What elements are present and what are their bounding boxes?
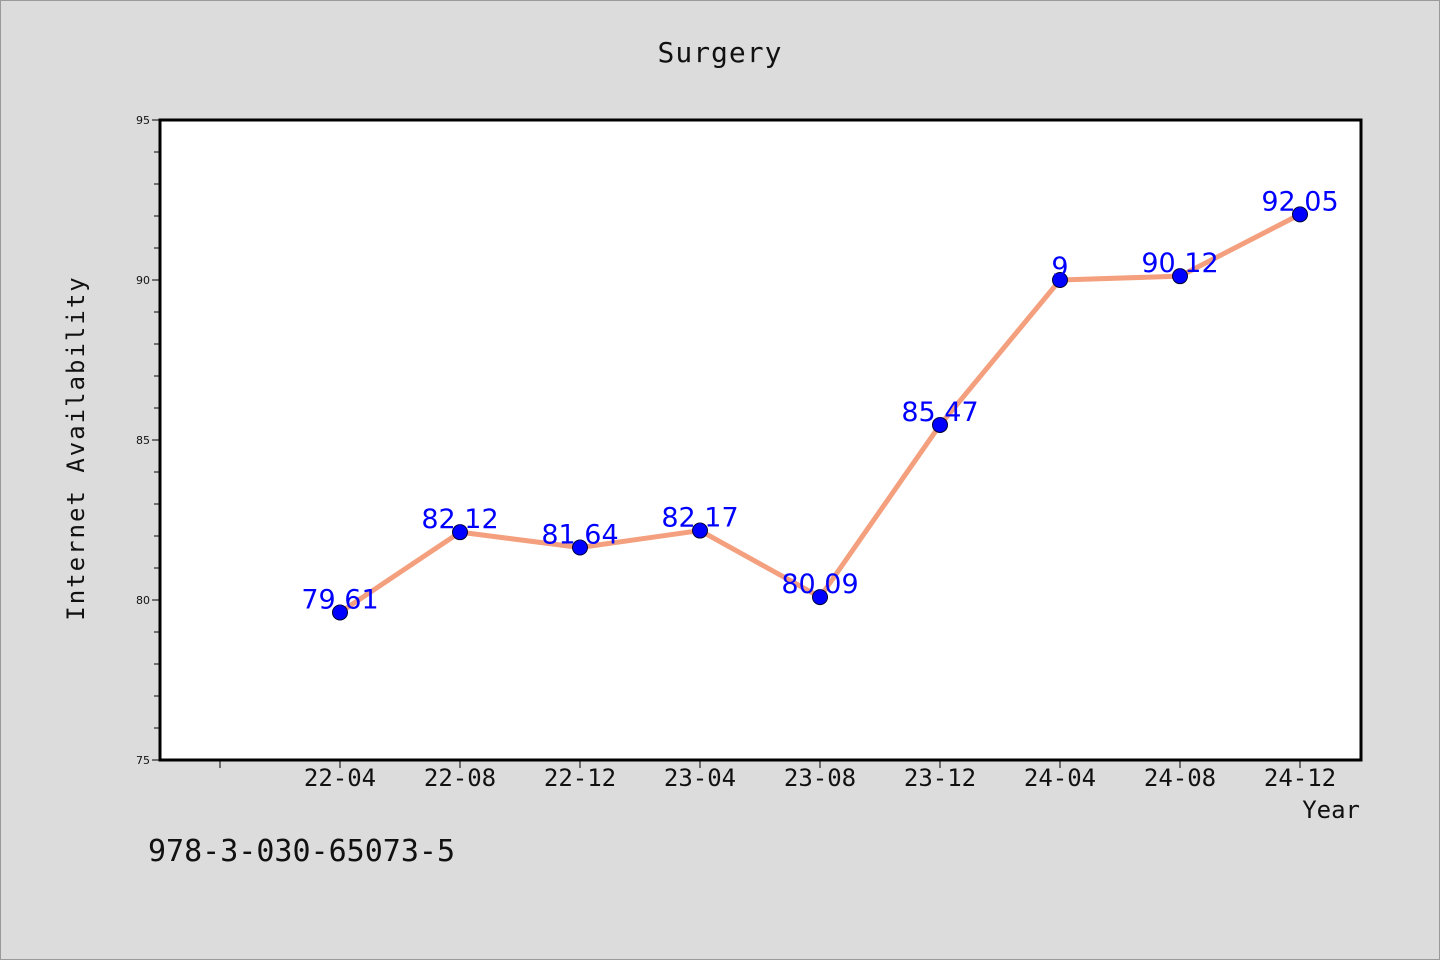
x-tick-label: 22-04 bbox=[304, 764, 376, 792]
x-tick-label: 23-08 bbox=[784, 764, 856, 792]
chart-title: Surgery bbox=[657, 36, 783, 69]
data-point bbox=[932, 416, 948, 433]
x-tick-label: 24-12 bbox=[1264, 764, 1336, 792]
data-label: 81.64 bbox=[541, 520, 618, 551]
data-label: 79.61 bbox=[301, 584, 378, 615]
data-point bbox=[1292, 206, 1308, 223]
x-tick-label: 24-08 bbox=[1144, 764, 1216, 792]
data-point bbox=[692, 522, 708, 539]
y-tick-label: 75 bbox=[136, 754, 150, 767]
x-axis-label: Year bbox=[1302, 796, 1360, 824]
x-tick-label: 23-12 bbox=[904, 764, 976, 792]
data-label: 80.09 bbox=[781, 569, 858, 600]
data-label: 85.47 bbox=[901, 397, 978, 428]
x-tick-label: 22-12 bbox=[544, 764, 616, 792]
y-tick-label: 85 bbox=[136, 434, 150, 447]
y-tick-label: 95 bbox=[136, 114, 150, 127]
data-label: 9 bbox=[1051, 252, 1068, 283]
data-point bbox=[1052, 272, 1068, 288]
y-tick-label: 90 bbox=[136, 274, 150, 287]
data-point bbox=[1172, 268, 1188, 285]
data-point bbox=[332, 604, 348, 621]
x-tick-label: 23-04 bbox=[664, 764, 736, 792]
x-tick-label: 24-04 bbox=[1024, 764, 1096, 792]
data-point bbox=[572, 539, 588, 556]
isbn-footnote: 978-3-030-65073-5 bbox=[148, 834, 456, 869]
y-tick-label: 80 bbox=[136, 594, 150, 607]
data-point bbox=[452, 524, 468, 541]
data-point bbox=[812, 589, 828, 606]
data-label: 92.05 bbox=[1261, 186, 1338, 217]
x-tick-label: 22-08 bbox=[424, 764, 496, 792]
data-label: 82.12 bbox=[421, 504, 498, 535]
plot-area bbox=[158, 118, 1363, 762]
data-label: 82.17 bbox=[661, 503, 738, 534]
data-label: 90.12 bbox=[1141, 248, 1218, 279]
